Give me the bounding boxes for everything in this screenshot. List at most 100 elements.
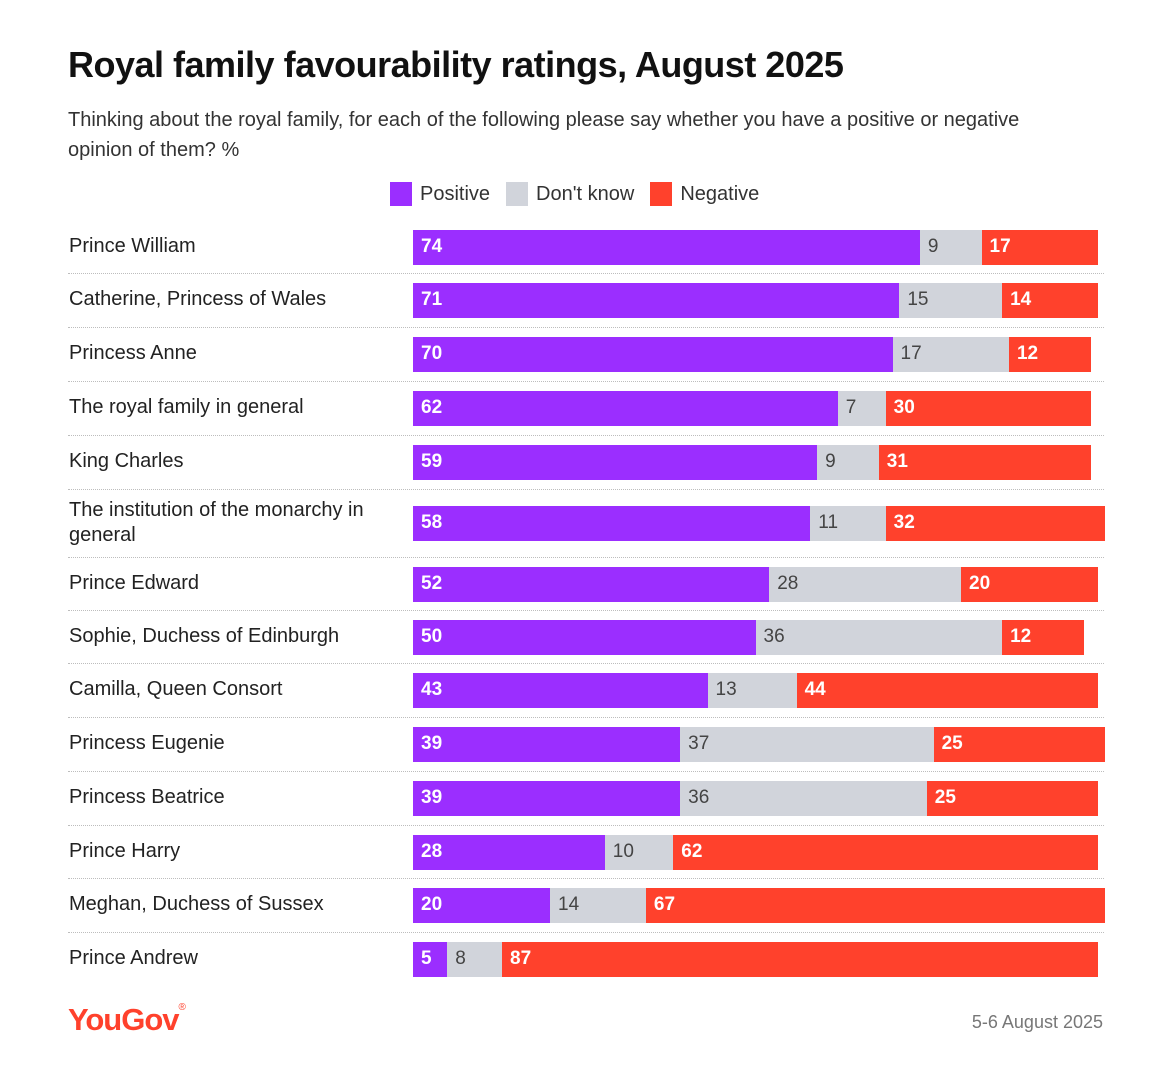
bar-segment-negative xyxy=(1002,283,1098,318)
data-label-positive: 70 xyxy=(421,343,443,364)
row-label: King Charles xyxy=(69,449,404,474)
row-label: Prince Edward xyxy=(69,571,404,596)
row-label: Camilla, Queen Consort xyxy=(69,677,404,702)
row-label: Princess Anne xyxy=(69,341,404,366)
bar-segment-positive xyxy=(413,941,448,977)
bar-segment-dont-know xyxy=(837,391,886,426)
row-label-line: Prince Harry xyxy=(69,839,181,862)
bar-segment-positive xyxy=(413,781,681,816)
chart-subtitle: Thinking about the royal family, for eac… xyxy=(68,109,1020,161)
data-label-positive: 20 xyxy=(421,894,443,915)
bar-segment-positive xyxy=(413,337,893,372)
data-label-negative: 12 xyxy=(1016,343,1039,364)
chart-title: Royal family favourability ratings, Augu… xyxy=(68,44,844,85)
logo-text: YouGov xyxy=(68,1002,180,1037)
data-label-dont-know: 36 xyxy=(763,625,785,647)
bar-segment-negative xyxy=(961,566,1098,602)
data-label-positive: 50 xyxy=(421,625,443,647)
legend-swatch-negative xyxy=(650,182,673,206)
row-separator xyxy=(68,381,1104,382)
legend-swatch-positive xyxy=(390,182,412,206)
bar-segment-dont-know xyxy=(680,781,927,816)
bar-segment-dont-know xyxy=(892,337,1009,372)
row-separator xyxy=(68,489,1104,490)
row-separator xyxy=(68,327,1104,328)
data-label-dont-know: 37 xyxy=(688,733,710,754)
legend-item-negative: Negative xyxy=(650,182,759,206)
data-label-positive: 62 xyxy=(421,397,443,418)
row-separator xyxy=(68,610,1104,611)
row-label: Prince Harry xyxy=(69,839,404,864)
bar-segment-positive xyxy=(413,673,708,708)
row-label-line: Princess Anne xyxy=(69,342,197,364)
row-label-line: The royal family in general xyxy=(69,396,304,418)
data-label-positive: 43 xyxy=(421,679,443,700)
bar-segment-positive xyxy=(413,391,838,426)
bar-segment-positive xyxy=(413,445,818,480)
row-label-line: King Charles xyxy=(69,450,184,472)
bar-segment-negative xyxy=(502,941,1098,977)
bar-segment-positive xyxy=(413,506,811,541)
bar-segment-negative xyxy=(885,391,1092,426)
data-label-negative: 62 xyxy=(681,840,703,862)
bar-segment-dont-know xyxy=(899,283,1003,318)
row-label: The institution of the monarchy in genera… xyxy=(69,498,404,548)
data-label-negative: 87 xyxy=(510,947,532,969)
bar-segment-positive xyxy=(413,283,900,318)
bar-segment-positive xyxy=(413,834,605,870)
data-label-dont-know: 14 xyxy=(558,894,580,915)
bar-segment-negative xyxy=(796,673,1098,708)
row-separator xyxy=(68,273,1104,274)
bar-segment-negative xyxy=(878,445,1092,480)
bar-segment-negative xyxy=(981,229,1098,265)
bar-segment-negative xyxy=(933,727,1105,762)
bar-segment-negative xyxy=(1008,337,1092,372)
row-separator xyxy=(68,717,1104,718)
legend: Positive Don't know Negative xyxy=(390,180,775,208)
row-label: Prince Andrew xyxy=(69,946,404,971)
row-label-line: Prince Andrew xyxy=(69,946,198,969)
bar-segment-dont-know xyxy=(817,445,879,480)
data-label-dont-know: 15 xyxy=(907,289,929,310)
row-separator xyxy=(68,825,1104,826)
data-label-dont-know: 13 xyxy=(715,679,737,700)
survey-date: 5-6 August 2025 xyxy=(971,1012,1103,1032)
data-label-positive: 39 xyxy=(421,733,443,754)
data-label-dont-know: 36 xyxy=(688,787,710,808)
bar-segment-negative xyxy=(1002,619,1085,655)
legend-swatch-dont-know xyxy=(506,182,529,206)
bar-segment-dont-know xyxy=(769,566,961,602)
data-label-positive: 71 xyxy=(421,289,443,310)
row-label-line: Princess Beatrice xyxy=(69,786,225,808)
data-label-dont-know: 7 xyxy=(845,397,857,418)
data-label-dont-know: 17 xyxy=(900,343,922,364)
row-label: The royal family in general xyxy=(69,395,404,420)
bar-segment-positive xyxy=(413,727,681,762)
row-label: Princess Beatrice xyxy=(69,785,404,810)
row-separator xyxy=(68,435,1104,436)
data-label-dont-know: 8 xyxy=(455,947,466,969)
data-label-positive: 74 xyxy=(421,235,443,257)
bar-segment-positive xyxy=(413,229,920,265)
row-label-line: Meghan, Duchess of Sussex xyxy=(69,893,324,915)
row-label-line: Princess Eugenie xyxy=(69,732,225,754)
data-label-positive: 52 xyxy=(421,572,443,594)
bar-segment-dont-know xyxy=(604,834,674,870)
row-label-line: Prince William xyxy=(69,234,196,257)
row-label-line: The institution of the monarchy in xyxy=(69,498,364,521)
bar-segment-dont-know xyxy=(810,506,886,541)
bar-segment-dont-know xyxy=(707,673,797,708)
data-label-positive: 39 xyxy=(421,787,443,808)
row-separator xyxy=(68,932,1104,933)
row-label-line: Sophie, Duchess of Edinburgh xyxy=(69,624,340,647)
data-label-negative: 31 xyxy=(886,451,908,472)
bar-segment-dont-know xyxy=(447,941,503,977)
bar-segment-negative xyxy=(926,781,1098,816)
bar-segment-dont-know xyxy=(550,888,646,923)
legend-label-negative: Negative xyxy=(680,182,760,205)
row-separator xyxy=(68,771,1104,772)
data-label-negative: 25 xyxy=(941,733,963,754)
yougov-logo: YouGov® xyxy=(68,1002,186,1037)
row-label: Princess Eugenie xyxy=(69,731,404,756)
bar-segment-negative xyxy=(645,888,1105,923)
